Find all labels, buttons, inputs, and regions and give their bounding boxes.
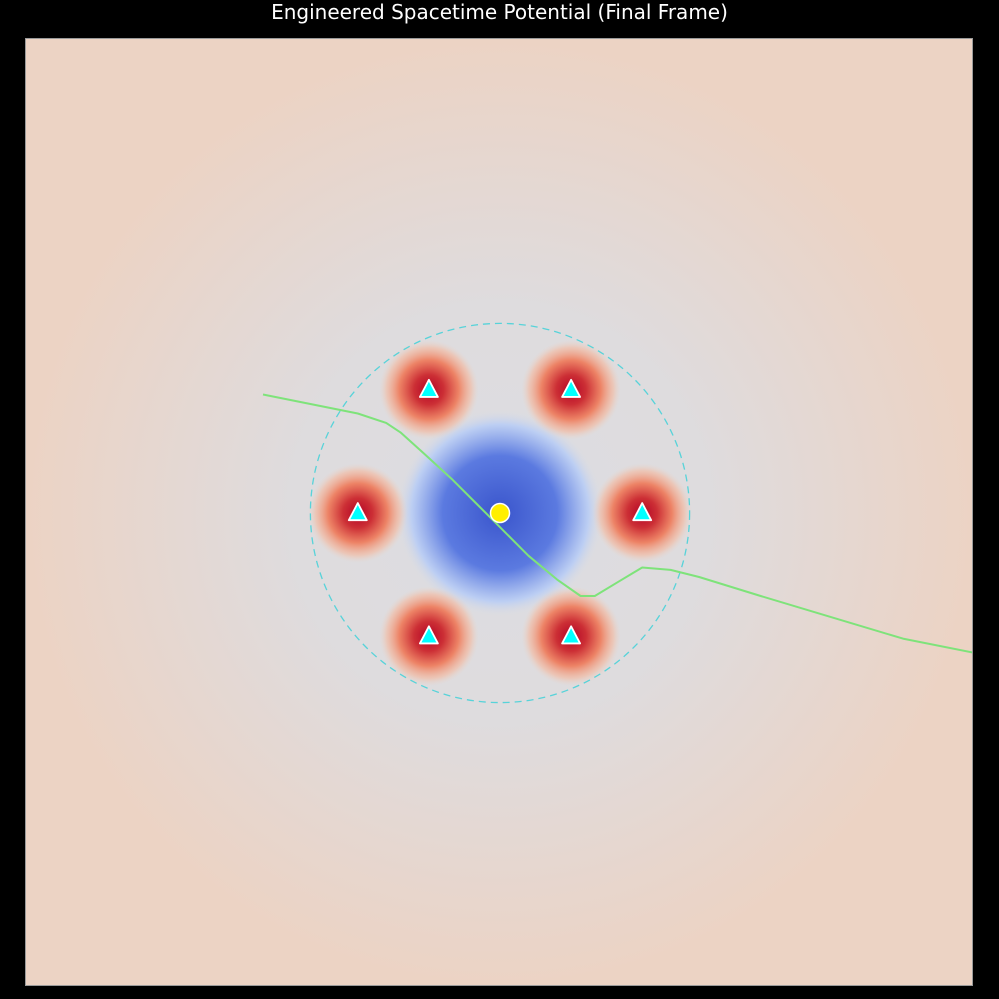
plot-area [25, 38, 973, 986]
source-marker-3 [561, 625, 581, 645]
potential-heatmap [26, 39, 972, 985]
orbit-ring [309, 322, 691, 704]
source-marker-6 [418, 378, 439, 398]
source-marker-4 [418, 625, 439, 645]
source-marker-5 [347, 502, 368, 522]
overlay-layer [262, 322, 972, 704]
trajectory-line [262, 393, 972, 654]
source-marker-1 [561, 378, 581, 398]
source-marker-2 [632, 502, 653, 522]
central-mass-marker [489, 502, 511, 524]
chart-title: Engineered Spacetime Potential (Final Fr… [271, 0, 728, 24]
marker-layer [347, 378, 653, 645]
